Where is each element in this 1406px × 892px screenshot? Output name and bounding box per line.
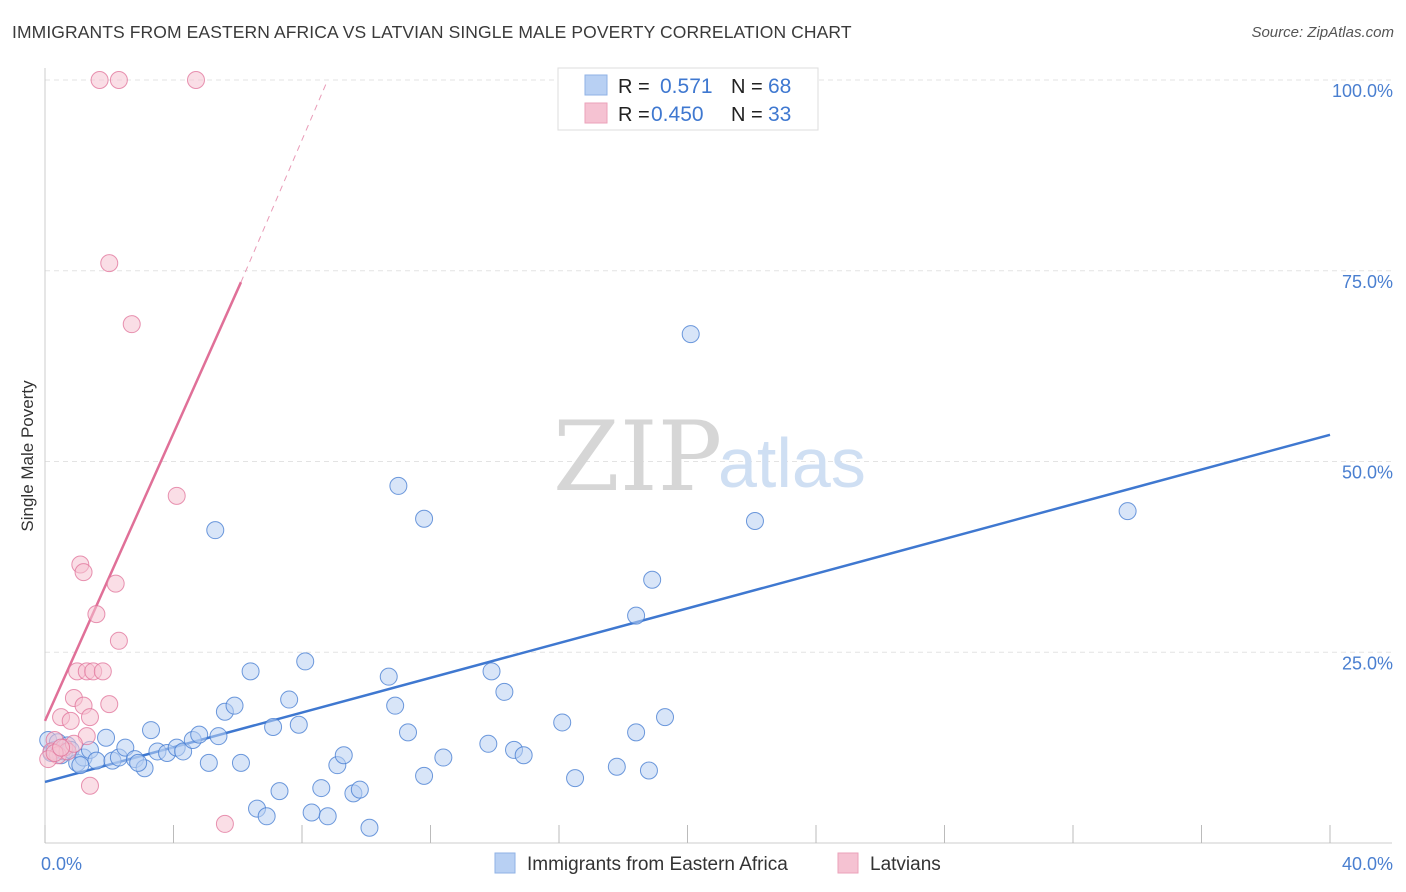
chart-title: IMMIGRANTS FROM EASTERN AFRICA VS LATVIA… (12, 22, 852, 42)
stats-legend: R = 0.571 N = 68 R = 0.450 N = 33 (557, 67, 819, 131)
point-eastern-africa-48 (399, 723, 418, 742)
point-eastern-africa-26 (209, 727, 228, 746)
y-tick-label-0: 25.0% (1342, 653, 1393, 673)
point-eastern-africa-55 (553, 713, 572, 732)
point-eastern-africa-29 (231, 753, 250, 772)
stats-n-label-pink: N = (731, 104, 763, 126)
point-eastern-africa-65 (643, 570, 662, 589)
point-eastern-africa-62 (389, 476, 408, 495)
legend-label-eastern-africa: Immigrants from Eastern Africa (527, 854, 788, 875)
trend-lines (43, 79, 1331, 784)
point-eastern-africa-69 (1118, 502, 1137, 521)
point-eastern-africa-61 (681, 325, 700, 344)
source-label: Source: ZipAtlas.com (1251, 24, 1394, 41)
point-eastern-africa-49 (415, 766, 434, 785)
point-latvians-7 (74, 563, 93, 582)
point-latvians-2 (186, 71, 205, 89)
point-eastern-africa-63 (415, 509, 434, 528)
point-eastern-africa-12 (97, 728, 116, 747)
point-eastern-africa-46 (379, 667, 398, 686)
legend-label-latvians: Latvians (870, 854, 941, 875)
legend-swatch-latvians (837, 852, 859, 874)
point-eastern-africa-18 (142, 721, 161, 740)
point-eastern-africa-33 (264, 718, 283, 737)
point-latvians-8 (106, 574, 125, 593)
stats-r-value-pink: 0.450 (651, 103, 704, 126)
y-tick-label-3: 100.0% (1332, 81, 1393, 101)
point-eastern-africa-57 (607, 757, 626, 776)
point-eastern-africa-28 (225, 696, 244, 715)
point-eastern-africa-50 (434, 748, 453, 767)
x-tick-label-1: 40.0% (1342, 854, 1393, 874)
point-latvians-9 (87, 605, 106, 624)
point-eastern-africa-54 (514, 746, 533, 765)
point-eastern-africa-47 (386, 696, 405, 715)
trend-extension-latvians (240, 79, 329, 283)
stats-r-label-blue: R = (618, 76, 650, 98)
axes (44, 68, 1392, 844)
point-eastern-africa-68 (745, 512, 764, 531)
trend-line-latvians (43, 281, 243, 722)
stats-n-value-blue: 68 (768, 75, 791, 98)
point-eastern-africa-34 (270, 782, 289, 801)
point-eastern-africa-67 (482, 662, 501, 681)
point-eastern-africa-42 (334, 746, 353, 765)
point-latvians-32 (52, 738, 71, 757)
bottom-legend: Immigrants from Eastern Africa Latvians (494, 852, 941, 875)
point-latvians-14 (93, 662, 112, 681)
point-eastern-africa-64 (206, 521, 225, 540)
point-latvians-1 (109, 71, 128, 89)
point-eastern-africa-32 (257, 807, 276, 826)
point-eastern-africa-38 (302, 803, 321, 822)
watermark-zip: ZIP (553, 401, 722, 513)
point-eastern-africa-51 (479, 734, 498, 753)
point-eastern-africa-70 (129, 753, 148, 772)
point-eastern-africa-58 (627, 723, 646, 742)
legend-swatch-eastern-africa (494, 852, 516, 874)
y-tick-label-2: 75.0% (1342, 272, 1393, 292)
point-eastern-africa-52 (495, 682, 514, 701)
point-eastern-africa-35 (280, 690, 299, 709)
point-latvians-19 (61, 711, 80, 730)
point-eastern-africa-71 (71, 756, 90, 775)
point-latvians-31 (215, 814, 234, 833)
point-eastern-africa-25 (199, 753, 218, 772)
point-eastern-africa-56 (566, 769, 585, 788)
tick-labels: 25.0% 50.0% 75.0% 100.0% 0.0% 40.0% (41, 81, 1393, 874)
x-tick-label-0: 0.0% (41, 854, 82, 874)
point-eastern-africa-45 (360, 818, 379, 837)
stats-r-value-blue: 0.571 (660, 75, 713, 98)
y-tick-label-1: 50.0% (1342, 463, 1393, 483)
point-latvians-5 (167, 486, 186, 505)
stats-r-label-pink: R = (618, 104, 650, 126)
point-latvians-10 (109, 631, 128, 650)
point-latvians-3 (100, 254, 119, 273)
point-latvians-17 (100, 695, 119, 714)
stats-swatch-blue (584, 74, 608, 96)
point-eastern-africa-37 (296, 652, 315, 671)
point-latvians-30 (80, 776, 99, 795)
point-latvians-20 (80, 708, 99, 727)
point-latvians-4 (122, 315, 141, 334)
point-eastern-africa-66 (627, 606, 646, 625)
point-latvians-0 (90, 71, 109, 89)
point-eastern-africa-44 (350, 780, 369, 799)
point-eastern-africa-40 (318, 807, 337, 826)
trend-line-eastern-africa (44, 433, 1331, 784)
stats-n-value-pink: 33 (768, 103, 791, 126)
stats-swatch-pink (584, 102, 608, 124)
point-eastern-africa-39 (312, 779, 331, 798)
point-eastern-africa-36 (289, 715, 308, 734)
point-eastern-africa-59 (639, 761, 658, 780)
point-eastern-africa-24 (190, 725, 209, 744)
data-points (39, 71, 1137, 837)
watermark: ZIP atlas (553, 401, 866, 513)
gridlines (45, 79, 1392, 653)
point-eastern-africa-30 (241, 662, 260, 681)
watermark-atlas: atlas (718, 424, 866, 502)
point-eastern-africa-11 (87, 751, 106, 770)
point-eastern-africa-60 (656, 708, 675, 727)
stats-n-label-blue: N = (731, 76, 763, 98)
